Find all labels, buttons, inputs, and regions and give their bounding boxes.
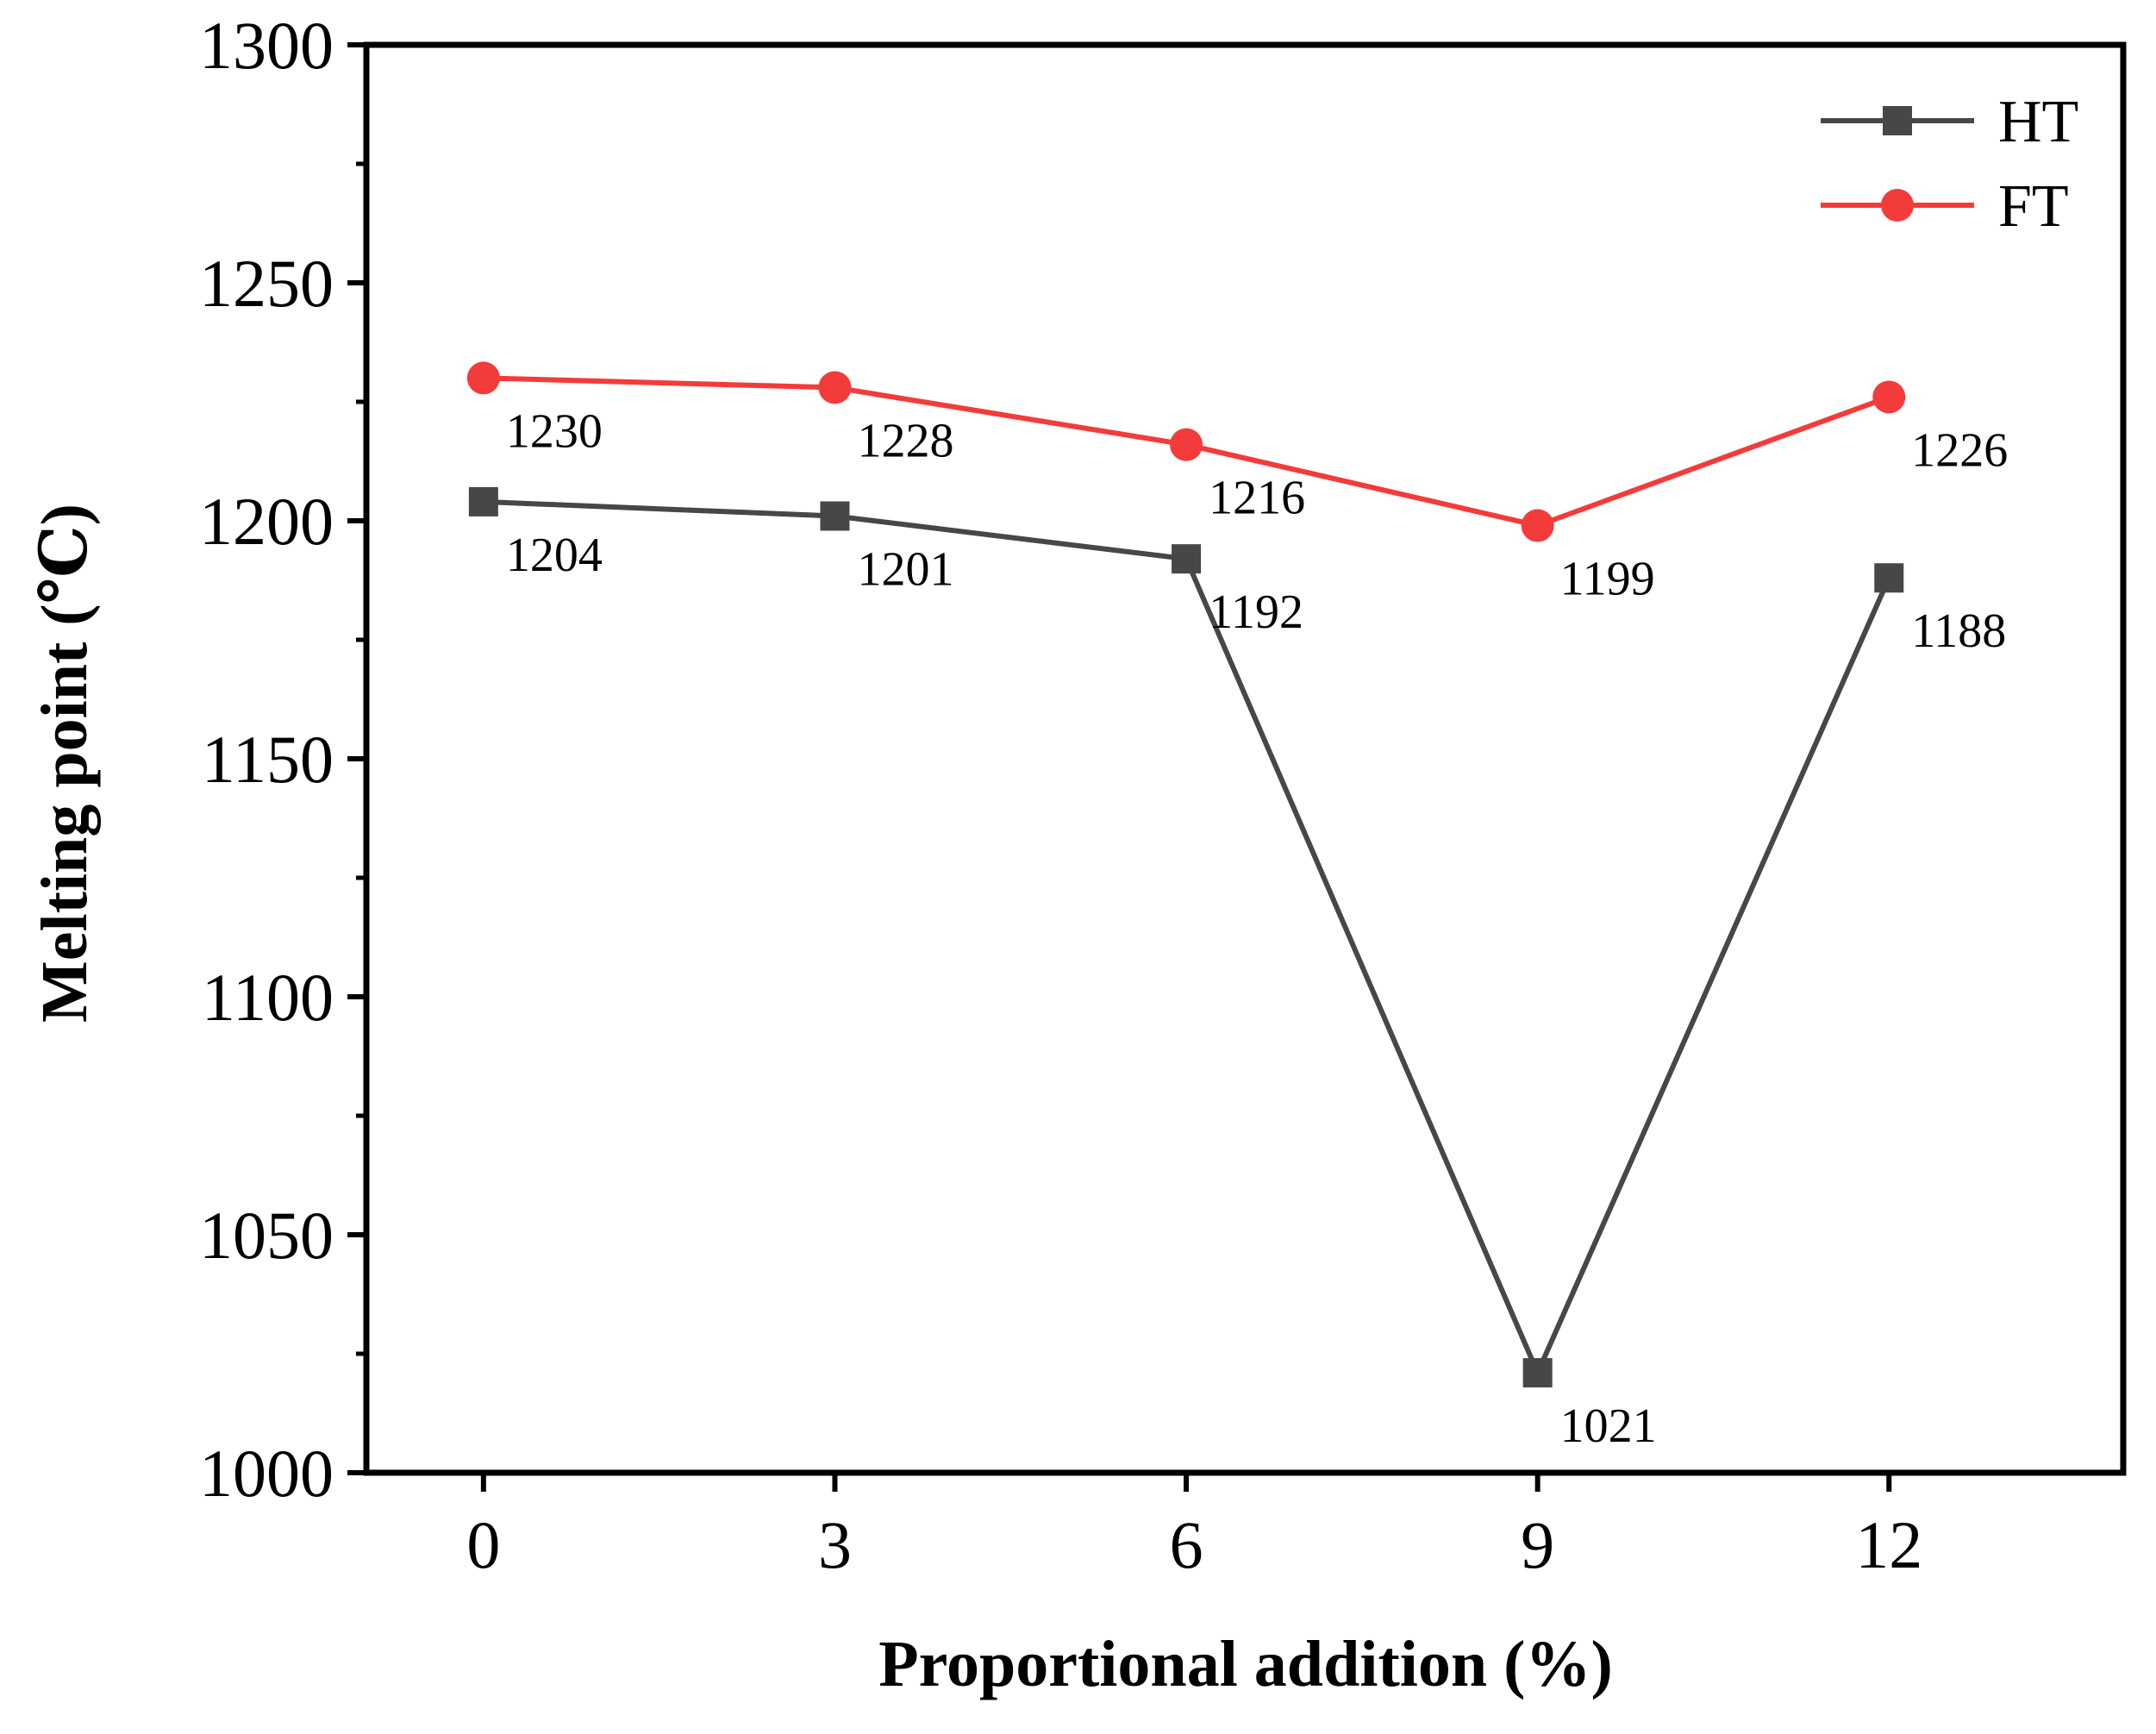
- y-tick-label: 1300: [199, 8, 334, 83]
- data-label-ft: 1228: [857, 414, 953, 467]
- x-tick-label: 12: [1855, 1507, 1922, 1582]
- y-tick-label: 1050: [199, 1198, 334, 1273]
- legend-marker-ft: [1881, 189, 1914, 222]
- y-axis-title: Melting point (℃): [28, 504, 101, 1023]
- x-tick-label: 9: [1521, 1507, 1554, 1582]
- y-tick-label: 1150: [202, 722, 334, 797]
- data-point-ft: [1872, 380, 1906, 414]
- data-point-ft: [1521, 509, 1554, 542]
- data-labels-layer: 1204 1201 1192 1021 1188 1230 1228 1216 1199 1226: [506, 404, 2008, 1453]
- series-layer: [466, 361, 1906, 1388]
- data-point-ft: [466, 361, 500, 395]
- data-point-ht: [468, 486, 498, 516]
- data-point-ht: [1874, 563, 1904, 593]
- y-tick-label: 1000: [199, 1436, 334, 1511]
- data-point-ht: [820, 501, 850, 531]
- data-label-ht: 1188: [1911, 604, 2006, 658]
- data-label-ht: 1021: [1560, 1399, 1657, 1453]
- data-label-ft: 1230: [506, 404, 603, 458]
- legend-label-ft: FT: [1998, 173, 2069, 240]
- data-label-ft: 1199: [1560, 553, 1655, 606]
- y-tick-label: 1100: [202, 960, 334, 1035]
- data-label-ht: 1201: [857, 542, 953, 596]
- y-tick-label: 1200: [199, 484, 334, 559]
- x-tick-label: 6: [1170, 1507, 1203, 1582]
- data-label-ht: 1204: [506, 529, 603, 582]
- x-tick-label: 3: [818, 1507, 852, 1582]
- legend: HT FT: [1821, 89, 2078, 240]
- data-point-ht: [1522, 1358, 1553, 1388]
- legend-label-ht: HT: [1998, 89, 2078, 155]
- data-label-ht: 1192: [1209, 585, 1303, 639]
- data-point-ht: [1172, 544, 1202, 574]
- x-axis-title: Proportional addition (%): [878, 1628, 1613, 1700]
- legend-marker-ht: [1883, 106, 1912, 135]
- axes-layer: 1000 1050 1100 1150 1200 1250 1300 0 3 6 9 12: [199, 8, 2127, 1582]
- data-label-ft: 1226: [1911, 423, 2008, 477]
- x-tick-label: 0: [466, 1507, 500, 1582]
- data-point-ft: [1170, 428, 1203, 461]
- data-point-ft: [818, 371, 852, 404]
- y-tick-label: 1250: [199, 246, 334, 321]
- data-label-ft: 1216: [1209, 472, 1305, 525]
